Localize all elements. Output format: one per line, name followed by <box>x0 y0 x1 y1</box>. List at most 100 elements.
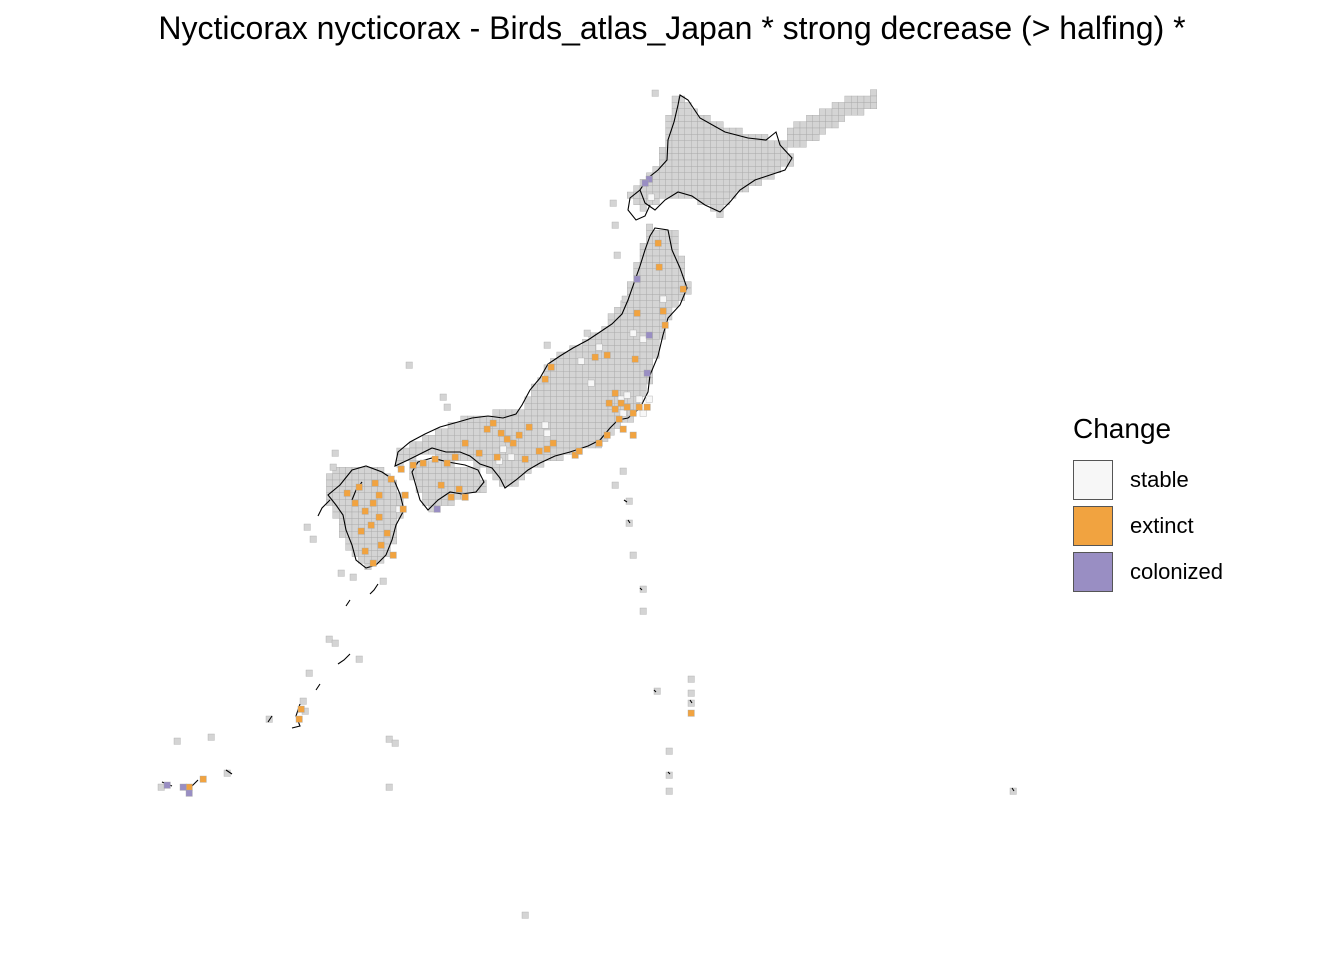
grid-cell <box>646 351 654 359</box>
grid-cell <box>588 422 596 429</box>
grid-cell <box>716 191 724 199</box>
grid-cell <box>799 140 807 148</box>
grid-cell <box>531 403 538 410</box>
grid-cell <box>486 447 493 455</box>
grid-cell <box>684 159 692 167</box>
grid-cell <box>467 473 474 481</box>
grid-cell <box>767 153 775 161</box>
grid-cell <box>601 409 609 417</box>
grid-cell <box>633 287 641 295</box>
cell-extinct <box>375 513 383 521</box>
cell-extinct <box>369 499 377 507</box>
grid-cell <box>748 166 756 173</box>
grid-cell <box>569 358 577 365</box>
grid-cell <box>582 396 590 404</box>
grid-cell <box>806 114 814 122</box>
grid-cell <box>588 403 596 410</box>
grid-cell <box>639 585 647 593</box>
grid-cell <box>825 108 833 116</box>
grid-cell <box>383 486 391 493</box>
grid-cell <box>441 473 449 481</box>
grid-cell <box>652 178 660 186</box>
grid-cell <box>351 473 359 481</box>
grid-cell <box>633 345 641 353</box>
grid-cell <box>543 415 551 423</box>
cell-extinct <box>357 527 365 535</box>
grid-cell <box>390 499 397 506</box>
grid-cell <box>447 428 455 436</box>
grid-cell <box>460 479 468 487</box>
grid-cell <box>629 551 637 559</box>
grid-cell <box>691 140 698 148</box>
grid-cell <box>614 364 622 372</box>
grid-cell <box>371 531 378 538</box>
grid-cell <box>595 409 602 417</box>
cell-extinct <box>355 483 363 491</box>
grid-cell <box>697 134 705 141</box>
grid-cell <box>793 127 801 135</box>
grid-cell <box>748 159 756 167</box>
grid-cell <box>799 127 807 135</box>
grid-cell <box>819 127 826 135</box>
grid-cell <box>639 268 647 276</box>
grid-cell <box>812 134 820 141</box>
grid-cell <box>671 146 679 154</box>
grid-cell <box>716 153 724 161</box>
grid-cell <box>556 390 564 397</box>
grid-cell <box>703 140 711 148</box>
grid-cell <box>447 435 455 442</box>
cell-extinct <box>377 541 385 549</box>
grid-cell <box>627 383 634 391</box>
grid-cell <box>601 332 609 340</box>
grid-cell <box>646 358 654 365</box>
cell-extinct <box>623 403 631 411</box>
grid-cell <box>415 441 423 449</box>
grid-cell <box>601 377 609 385</box>
grid-cell <box>563 358 570 365</box>
grid-cell <box>729 172 737 180</box>
grid-cell <box>863 95 871 103</box>
grid-cell <box>639 351 647 359</box>
grid-cell <box>710 166 718 173</box>
grid-cell <box>671 153 679 161</box>
grid-cell <box>611 221 619 229</box>
grid-cell <box>428 486 436 493</box>
grid-cell <box>383 505 391 513</box>
grid-cell <box>441 428 449 436</box>
cell-extinct <box>661 321 669 329</box>
cell-extinct <box>547 363 555 371</box>
grid-cell <box>454 428 461 436</box>
grid-cell <box>639 345 647 353</box>
grid-cell <box>358 492 365 500</box>
grid-cell <box>575 371 583 378</box>
grid-cell <box>588 396 596 404</box>
grid-cell <box>652 326 660 333</box>
grid-cell <box>543 403 551 410</box>
grid-cell <box>505 422 513 429</box>
grid-cell <box>819 121 826 129</box>
grid-cell <box>633 319 641 327</box>
cell-extinct <box>443 459 451 467</box>
cell-extinct <box>455 485 463 493</box>
map-title: Nycticorax nycticorax - Birds_atlas_Japa… <box>158 10 1186 46</box>
grid-cell <box>575 377 583 385</box>
grid-cell <box>563 377 570 385</box>
grid-cell <box>639 326 647 333</box>
cell-colonized <box>163 781 171 789</box>
cell-extinct <box>535 447 543 455</box>
grid-cell <box>716 178 724 186</box>
grid-cell <box>819 108 826 116</box>
grid-cell <box>607 339 615 346</box>
grid-cell <box>385 735 393 743</box>
grid-cell <box>479 435 487 442</box>
grid-cell <box>652 198 660 205</box>
grid-cell <box>671 95 679 103</box>
grid-cell <box>684 172 692 180</box>
grid-cell <box>305 669 313 677</box>
grid-cell <box>825 121 833 129</box>
grid-cell <box>678 146 686 154</box>
grid-cell <box>550 403 558 410</box>
grid-cell <box>332 479 340 487</box>
grid-cell <box>582 403 590 410</box>
grid-cell <box>575 415 583 423</box>
